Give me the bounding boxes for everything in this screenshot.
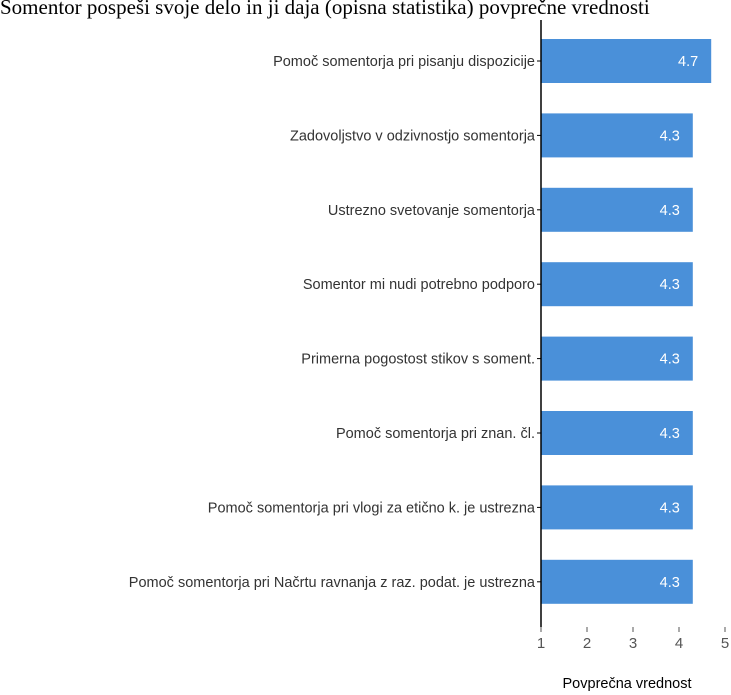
bar bbox=[541, 262, 693, 307]
category-label: Pomoč somentorja pri Načrtu ravnanja z r… bbox=[129, 575, 536, 591]
category-label: Ustrezno svetovanje somentorja bbox=[328, 203, 536, 219]
category-label: Pomoč somentorja pri pisanju dispozicije bbox=[273, 54, 535, 70]
x-tick-label: 1 bbox=[537, 635, 545, 652]
category-label: Pomoč somentorja pri vlogi za etično k. … bbox=[208, 500, 536, 516]
data-label: 4.3 bbox=[660, 352, 680, 368]
x-axis-title: Povprečna vrednost bbox=[563, 676, 692, 692]
bar bbox=[541, 559, 693, 604]
category-label: Pomoč somentorja pri znan. čl. bbox=[336, 426, 535, 442]
category-label: Primerna pogostost stikov s soment. bbox=[301, 352, 535, 368]
x-tick-label: 4 bbox=[675, 635, 683, 652]
x-tick-label: 3 bbox=[629, 635, 637, 652]
x-tick-label: 2 bbox=[583, 635, 591, 652]
chart-title: Somentor pospeši svoje delo in ji daja (… bbox=[0, 0, 650, 19]
bar bbox=[541, 485, 693, 530]
bar bbox=[541, 113, 693, 158]
data-label: 4.3 bbox=[660, 500, 680, 516]
data-label: 4.3 bbox=[660, 203, 680, 219]
category-label: Zadovoljstvo v odzivnostjo somentorja bbox=[290, 128, 536, 144]
data-label: 4.3 bbox=[660, 575, 680, 591]
bar bbox=[541, 411, 693, 455]
bar bbox=[541, 187, 693, 232]
bar bbox=[541, 39, 712, 83]
bar bbox=[541, 336, 693, 381]
data-label: 4.3 bbox=[660, 426, 680, 442]
data-label: 4.3 bbox=[660, 277, 680, 293]
data-label: 4.3 bbox=[660, 128, 680, 144]
data-label: 4.7 bbox=[678, 54, 698, 70]
x-tick-label: 5 bbox=[721, 635, 729, 652]
category-label: Somentor mi nudi potrebno podporo bbox=[303, 277, 535, 293]
